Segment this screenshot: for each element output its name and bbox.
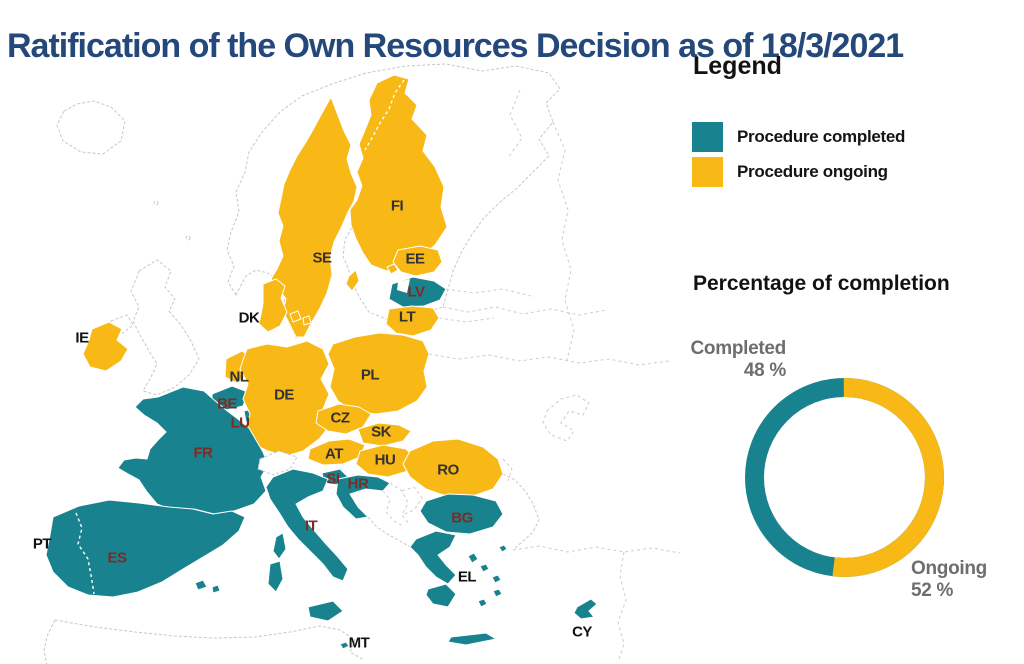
country-label-be: BE xyxy=(217,395,237,412)
completed-swatch xyxy=(692,122,723,152)
donut-ongoing-value: 52 % xyxy=(911,580,954,601)
country-cz xyxy=(315,403,372,435)
coastline-black-sea xyxy=(502,473,540,551)
coastline-turkey xyxy=(512,545,680,554)
donut-ongoing-segment xyxy=(745,378,944,577)
country-mt xyxy=(339,641,350,650)
country-bg xyxy=(419,493,504,535)
country-label-el: EL xyxy=(458,568,477,585)
country-pl xyxy=(327,332,430,415)
country-label-sk: SK xyxy=(371,423,392,440)
country-label-pt: PT xyxy=(33,535,52,552)
country-label-pl: PL xyxy=(361,366,380,383)
donut-ongoing-callout: Ongoing 52 % xyxy=(911,558,1021,602)
country-label-se: SE xyxy=(312,249,332,266)
country-lt xyxy=(385,305,440,337)
coastline-great-britain xyxy=(130,259,200,396)
country-label-cy: CY xyxy=(572,623,592,640)
country-ro xyxy=(402,438,504,498)
border-pt-es xyxy=(75,512,95,595)
faroe-islands xyxy=(153,200,159,206)
country-label-si: SI xyxy=(326,470,340,487)
donut-completed-value: 48 % xyxy=(743,360,786,381)
country-label-bg: BG xyxy=(451,509,473,526)
country-label-fi: FI xyxy=(391,197,404,214)
country-de xyxy=(239,340,332,457)
country-it xyxy=(265,468,349,622)
country-ee xyxy=(386,245,443,277)
country-labels-layer: FI SE EE LV LT DK IE NL BE LU DE PL CZ SK AT HU RO FR SI HR… xyxy=(33,197,593,651)
non-eu-borders-layer xyxy=(43,89,680,664)
country-dk xyxy=(258,278,312,333)
donut-completed-label: Completed xyxy=(690,338,787,359)
country-label-ee: EE xyxy=(405,250,425,267)
overlay-layer xyxy=(75,79,410,595)
country-label-nl: NL xyxy=(230,368,249,385)
country-cy xyxy=(573,598,598,620)
border-se-fi xyxy=(364,79,405,151)
country-label-lu: LU xyxy=(231,414,250,431)
coastline-crimea xyxy=(542,394,590,442)
ongoing-swatch xyxy=(692,157,723,187)
country-label-es: ES xyxy=(107,549,127,566)
balkan-borders xyxy=(389,482,411,526)
country-label-dk: DK xyxy=(239,309,260,326)
page-title: Ratification of the Own Resources Decisi… xyxy=(7,26,904,65)
country-label-ro: RO xyxy=(437,461,459,478)
europe-map: FI SE EE LV LT DK IE NL BE LU DE PL CZ SK AT HU RO FR SI HR… xyxy=(33,63,680,664)
legend-item-ongoing: Procedure ongoing xyxy=(692,157,888,187)
country-es xyxy=(45,499,246,598)
donut-chart xyxy=(734,367,955,588)
country-label-fr: FR xyxy=(194,444,214,461)
country-label-mt: MT xyxy=(349,634,370,651)
country-label-hu: HU xyxy=(375,451,396,468)
country-label-lt: LT xyxy=(399,308,416,325)
donut-completed-callout: Completed 48 % xyxy=(668,338,787,382)
country-el xyxy=(409,530,508,646)
country-sk xyxy=(357,422,412,447)
completed-label: Procedure completed xyxy=(737,127,906,146)
country-hr xyxy=(335,474,391,520)
coastline-switzerland xyxy=(257,450,298,476)
country-label-ie: IE xyxy=(75,329,89,346)
legend-item-completed: Procedure completed xyxy=(692,122,905,152)
coastline-north-africa xyxy=(54,619,365,661)
country-label-at: AT xyxy=(325,445,343,462)
country-label-de: DE xyxy=(274,386,294,403)
shetland-islands xyxy=(185,235,191,241)
percentage-heading: Percentage of completion xyxy=(693,272,950,295)
gulf-of-riga xyxy=(397,279,410,293)
coastline-adriatic xyxy=(367,516,411,548)
coastline-iceland xyxy=(56,100,126,155)
legend-heading: Legend xyxy=(693,52,782,80)
donut-ongoing-label: Ongoing xyxy=(911,558,987,579)
countries-layer xyxy=(45,74,598,650)
country-label-cz: CZ xyxy=(331,409,350,426)
country-label-lv: LV xyxy=(407,283,425,300)
donut-svg xyxy=(745,378,944,577)
country-ie xyxy=(82,321,129,372)
country-se xyxy=(270,96,360,338)
ongoing-label: Procedure ongoing xyxy=(737,162,888,181)
country-label-it: IT xyxy=(305,517,318,534)
country-label-hr: HR xyxy=(348,475,369,492)
